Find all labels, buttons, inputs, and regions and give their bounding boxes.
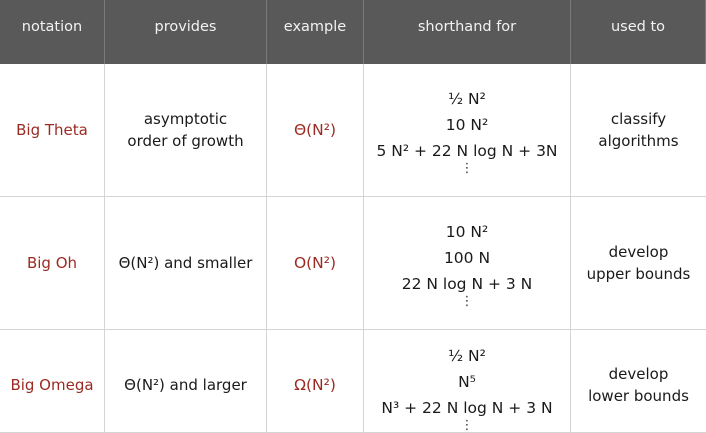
notation-label: Big Oh — [26, 254, 78, 272]
row-big-theta-example: Θ(N²) — [267, 64, 364, 197]
shorthand-line: 10 N² — [445, 116, 489, 134]
row-big-omega-shorthand: ½ N² N⁵ N³ + 22 N log N + 3 N ⋮ — [364, 330, 571, 433]
row-big-theta-notation: Big Theta — [0, 64, 105, 197]
provides-line: asymptotic — [143, 110, 228, 128]
notation-label: Big Theta — [16, 121, 88, 139]
shorthand-line: 100 N — [443, 249, 491, 267]
provides-line: Θ(N²) and smaller — [118, 254, 253, 272]
header-used-to: used to — [571, 0, 706, 64]
example-formula: Ω(N²) — [294, 376, 336, 394]
row-big-omega-notation: Big Omega — [0, 330, 105, 433]
example-formula: Θ(N²) — [293, 121, 337, 139]
used-to-line: develop — [608, 365, 669, 383]
used-to-line: upper bounds — [586, 265, 691, 283]
vertical-ellipsis: ⋮ — [460, 161, 474, 176]
shorthand-line: ½ N² — [448, 347, 486, 365]
row-big-theta-used-to: classify algorithms — [571, 64, 706, 197]
row-big-oh-notation: Big Oh — [0, 197, 105, 330]
header-notation: notation — [0, 0, 105, 64]
row-big-omega-example: Ω(N²) — [267, 330, 364, 433]
shorthand-line: 22 N log N + 3 N — [401, 275, 533, 293]
used-to-line: algorithms — [598, 132, 679, 150]
example-formula: O(N²) — [293, 254, 337, 272]
shorthand-line: 10 N² — [445, 223, 489, 241]
shorthand-line: N³ + 22 N log N + 3 N — [381, 399, 553, 417]
shorthand-line: 5 N² + 22 N log N + 3N — [376, 142, 558, 160]
notation-label: Big Omega — [10, 376, 94, 394]
shorthand-line: ½ N² — [448, 90, 486, 108]
header-provides: provides — [105, 0, 267, 64]
row-big-theta-shorthand: ½ N² 10 N² 5 N² + 22 N log N + 3N ⋮ — [364, 64, 571, 197]
header-example: example — [267, 0, 364, 64]
used-to-line: develop — [608, 243, 669, 261]
used-to-line: lower bounds — [588, 387, 689, 405]
used-to-line: classify — [610, 110, 667, 128]
row-big-oh-used-to: develop upper bounds — [571, 197, 706, 330]
row-big-theta-provides: asymptotic order of growth — [105, 64, 267, 197]
header-shorthand-for: shorthand for — [364, 0, 571, 64]
row-big-oh-example: O(N²) — [267, 197, 364, 330]
shorthand-line: N⁵ — [458, 373, 476, 391]
row-big-oh-provides: Θ(N²) and smaller — [105, 197, 267, 330]
vertical-ellipsis: ⋮ — [460, 294, 474, 309]
vertical-ellipsis: ⋮ — [460, 418, 474, 433]
provides-line: order of growth — [127, 132, 244, 150]
row-big-oh-shorthand: 10 N² 100 N 22 N log N + 3 N ⋮ — [364, 197, 571, 330]
row-big-omega-used-to: develop lower bounds — [571, 330, 706, 433]
provides-line: Θ(N²) and larger — [124, 376, 247, 394]
row-big-omega-provides: Θ(N²) and larger — [105, 330, 267, 433]
